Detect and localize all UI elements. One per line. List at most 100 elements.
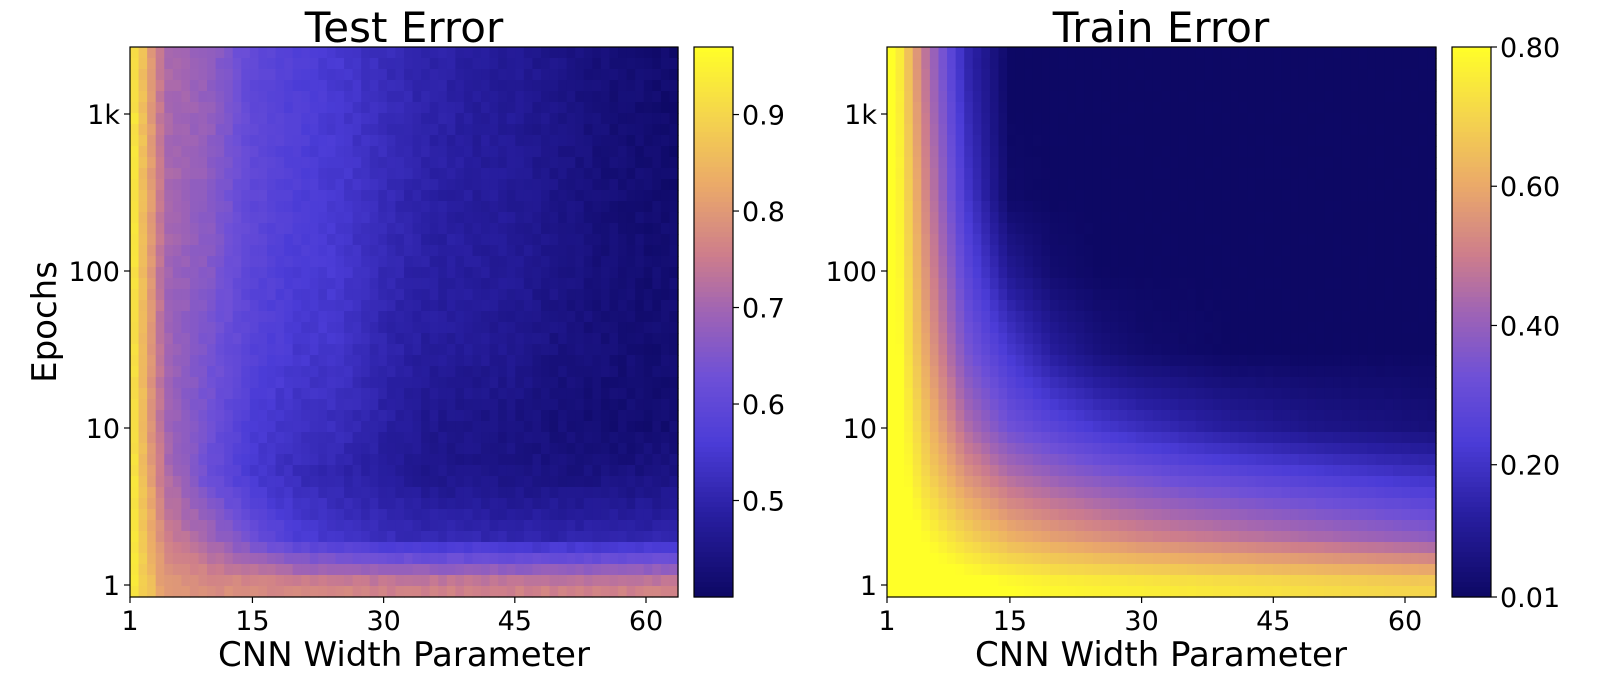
heatmap-cell <box>567 322 576 334</box>
heatmap-cell <box>139 278 148 290</box>
heatmap-cell <box>1222 124 1231 136</box>
heatmap-cell <box>610 542 619 554</box>
heatmap-cell <box>1307 168 1316 180</box>
heatmap-cell <box>1093 245 1102 257</box>
heatmap-cell <box>370 465 379 477</box>
heatmap-cell <box>318 377 327 389</box>
heatmap-cell <box>1007 201 1016 213</box>
heatmap-cell <box>233 267 242 279</box>
heatmap-cell <box>507 564 516 576</box>
heatmap-cell <box>1110 102 1119 114</box>
heatmap-cell <box>964 47 973 59</box>
heatmap-cell <box>1359 179 1368 191</box>
heatmap-cell <box>250 124 259 136</box>
heatmap-cell <box>216 399 225 411</box>
heatmap-cell <box>199 542 208 554</box>
heatmap-cell <box>1402 102 1411 114</box>
heatmap-cell <box>558 454 567 466</box>
heatmap-cell <box>1187 102 1196 114</box>
heatmap-cell <box>387 322 396 334</box>
heatmap-cell <box>430 542 439 554</box>
heatmap-cell <box>1187 267 1196 279</box>
heatmap-cell <box>387 531 396 543</box>
heatmap-cell <box>1324 212 1333 224</box>
heatmap-cell <box>550 443 559 455</box>
heatmap-cell <box>310 421 319 433</box>
heatmap-cell <box>1316 311 1325 323</box>
heatmap-cell <box>318 333 327 345</box>
heatmap-cell <box>1324 289 1333 301</box>
heatmap-cell <box>515 498 524 510</box>
heatmap-cell <box>627 256 636 268</box>
heatmap-cell <box>353 388 362 400</box>
heatmap-cell <box>1273 289 1282 301</box>
heatmap-cell <box>1101 245 1110 257</box>
heatmap-cell <box>592 58 601 70</box>
heatmap-cell <box>173 575 182 587</box>
heatmap-cell <box>930 212 939 224</box>
heatmap-cell <box>370 190 379 202</box>
heatmap-cell <box>181 487 190 499</box>
heatmap-cell <box>164 454 173 466</box>
heatmap-cell <box>438 520 447 532</box>
heatmap-cell <box>447 476 456 488</box>
heatmap-cell <box>1342 223 1351 235</box>
heatmap-cell <box>1007 58 1016 70</box>
heatmap-cell <box>276 399 285 411</box>
heatmap-cell <box>1110 190 1119 202</box>
heatmap-cell <box>1196 69 1205 81</box>
heatmap-cell <box>1230 311 1239 323</box>
heatmap-cell <box>1007 157 1016 169</box>
heatmap-cell <box>181 69 190 81</box>
heatmap-cell <box>1273 179 1282 191</box>
heatmap-cell <box>904 157 913 169</box>
heatmap-cell <box>601 454 610 466</box>
heatmap-cell <box>1196 58 1205 70</box>
heatmap-cell <box>1273 168 1282 180</box>
heatmap-cell <box>584 564 593 576</box>
heatmap-cell <box>575 586 584 598</box>
heatmap-cell <box>601 300 610 312</box>
heatmap-cell <box>896 223 905 235</box>
heatmap-cell <box>618 454 627 466</box>
heatmap-cell <box>318 80 327 92</box>
heatmap-cell <box>1264 201 1273 213</box>
heatmap-cell <box>1136 80 1145 92</box>
heatmap-cell <box>250 509 259 521</box>
heatmap-cell <box>541 432 550 444</box>
y-axis-label: Epochs <box>25 261 65 383</box>
heatmap-cell <box>567 69 576 81</box>
heatmap-cell <box>139 366 148 378</box>
heatmap-cell <box>1324 278 1333 290</box>
heatmap-cell <box>1153 234 1162 246</box>
heatmap-cell <box>378 366 387 378</box>
heatmap-cell <box>438 212 447 224</box>
heatmap-cell <box>1427 245 1436 257</box>
heatmap-cell <box>541 311 550 323</box>
heatmap-cell <box>473 223 482 235</box>
heatmap-cell <box>361 168 370 180</box>
heatmap-cell <box>1204 300 1213 312</box>
heatmap-cell <box>156 366 165 378</box>
heatmap-cell <box>550 553 559 565</box>
heatmap-cell <box>567 190 576 202</box>
heatmap-cell <box>481 355 490 367</box>
heatmap-cell <box>1247 168 1256 180</box>
heatmap-cell <box>258 234 267 246</box>
heatmap-cell <box>981 58 990 70</box>
heatmap-cell <box>156 201 165 213</box>
heatmap-cell <box>344 454 353 466</box>
heatmap-cell <box>921 267 930 279</box>
heatmap-cell <box>404 91 413 103</box>
heatmap-cell <box>1307 289 1316 301</box>
heatmap-cell <box>558 256 567 268</box>
heatmap-cell <box>207 47 216 59</box>
heatmap-cell <box>267 333 276 345</box>
heatmap-cell <box>1024 58 1033 70</box>
heatmap-cell <box>973 256 982 268</box>
heatmap-cell <box>1050 102 1059 114</box>
heatmap-cell <box>1110 223 1119 235</box>
heatmap-cell <box>1204 69 1213 81</box>
heatmap-cell <box>618 311 627 323</box>
heatmap-cell <box>473 443 482 455</box>
